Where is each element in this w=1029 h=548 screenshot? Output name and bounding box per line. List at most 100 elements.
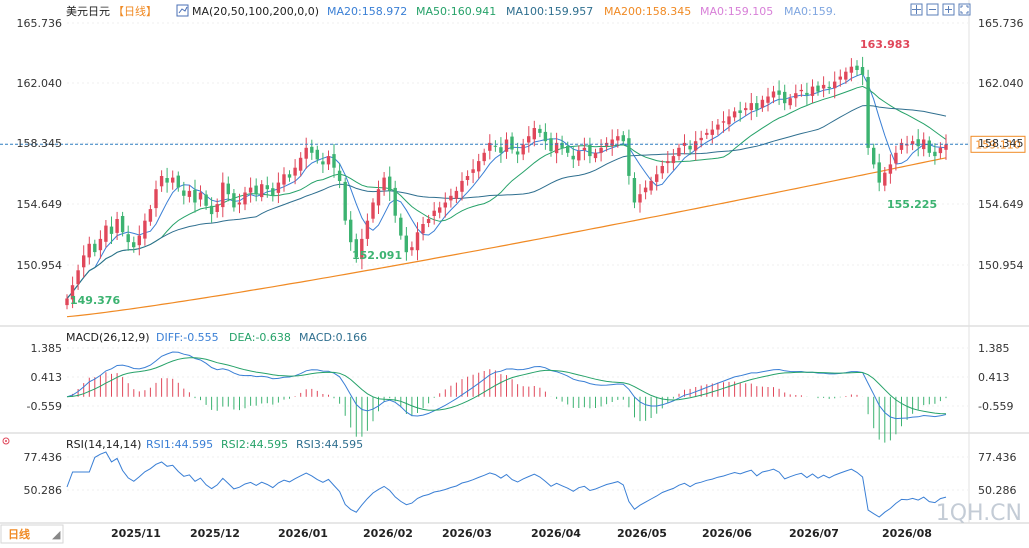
candle-body bbox=[688, 145, 692, 150]
fullscreen-icon[interactable] bbox=[958, 3, 971, 16]
date-label: 2026/06 bbox=[702, 527, 752, 540]
candle-body bbox=[627, 138, 631, 176]
candle-body bbox=[621, 135, 625, 142]
macd-tick-right: -0.559 bbox=[978, 400, 1013, 413]
date-label: 2025/12 bbox=[190, 527, 240, 540]
candle-body bbox=[198, 192, 203, 200]
candle-body bbox=[744, 108, 748, 111]
candle-body bbox=[632, 178, 637, 203]
candle-body bbox=[65, 298, 69, 306]
candle-body bbox=[749, 103, 753, 111]
period-dropdown-icon[interactable]: ◢ bbox=[52, 528, 61, 541]
indicator-settings-icon[interactable] bbox=[176, 4, 189, 17]
candle-body bbox=[771, 91, 776, 98]
candle-body bbox=[109, 226, 114, 234]
symbol-title: 美元日元 bbox=[66, 5, 110, 18]
candle-body bbox=[482, 152, 486, 162]
macd-tick-left: 0.413 bbox=[31, 371, 63, 384]
price-tick-left: 158.345 bbox=[17, 137, 63, 150]
candlesticks bbox=[65, 56, 948, 310]
macd-tick-left: -0.559 bbox=[27, 400, 62, 413]
price-tick-left: 154.649 bbox=[17, 198, 63, 211]
candle-body bbox=[682, 142, 687, 146]
candle-body bbox=[693, 141, 698, 151]
candle-body bbox=[888, 164, 893, 174]
candle-body bbox=[237, 202, 242, 205]
date-label: 2026/02 bbox=[363, 527, 413, 540]
candle-body bbox=[872, 147, 876, 165]
candle-body bbox=[554, 142, 559, 154]
macd-value: MACD:0.166 bbox=[299, 331, 367, 344]
ma0-value-truncated: MA0:159. bbox=[784, 5, 836, 18]
rsi-panel bbox=[66, 451, 947, 518]
minus-icon[interactable] bbox=[926, 3, 939, 16]
candle-body bbox=[260, 184, 264, 198]
ma200-value: MA200:158.345 bbox=[604, 5, 691, 18]
candle-body bbox=[332, 154, 336, 168]
candle-body bbox=[910, 141, 915, 145]
candle-body bbox=[783, 91, 787, 104]
annotation-low: 152.091 bbox=[352, 249, 402, 262]
candle-body bbox=[243, 192, 247, 205]
candle-body bbox=[788, 98, 792, 106]
candle-body bbox=[738, 110, 742, 113]
candle-body bbox=[193, 189, 197, 203]
candle-body bbox=[399, 217, 403, 236]
grid bbox=[67, 22, 969, 491]
macd-tick-right: 0.413 bbox=[978, 371, 1010, 384]
candle-body bbox=[438, 207, 442, 213]
candle-body bbox=[760, 99, 765, 108]
rsi-line bbox=[66, 451, 947, 518]
candle-body bbox=[566, 145, 570, 153]
ma100-line bbox=[66, 104, 947, 299]
candle-body bbox=[271, 188, 275, 196]
candle-body bbox=[426, 219, 431, 223]
candle-body bbox=[655, 174, 659, 182]
annotation-high: 163.983 bbox=[860, 38, 910, 51]
candle-body bbox=[226, 183, 230, 195]
ma200-line bbox=[66, 157, 947, 318]
candle-body bbox=[254, 185, 258, 195]
candle-body bbox=[838, 76, 842, 80]
period-button[interactable] bbox=[0, 524, 64, 544]
candle-body bbox=[393, 187, 397, 216]
candle-body bbox=[76, 270, 80, 285]
candle-body bbox=[499, 147, 503, 153]
rsi-settings-icon[interactable] bbox=[2, 437, 10, 445]
candle-body bbox=[916, 139, 920, 147]
candle-body bbox=[171, 177, 175, 183]
plus-icon[interactable] bbox=[942, 3, 955, 16]
candle-body bbox=[70, 285, 75, 300]
current-price-value: 159.110 bbox=[975, 138, 1021, 151]
candle-body bbox=[699, 137, 703, 141]
candle-body bbox=[471, 169, 475, 173]
candle-body bbox=[799, 89, 803, 92]
candle-body bbox=[677, 147, 681, 157]
candle-body bbox=[388, 176, 392, 191]
candle-body bbox=[87, 243, 91, 258]
candle-body bbox=[560, 142, 564, 148]
price-tick-right: 165.736 bbox=[978, 17, 1024, 30]
candle-body bbox=[148, 209, 153, 222]
candle-body bbox=[159, 176, 164, 187]
crosshair-icon[interactable] bbox=[910, 3, 923, 16]
macd-tick-right: 1.385 bbox=[978, 342, 1010, 355]
annotation-low: 155.225 bbox=[887, 198, 937, 211]
candle-body bbox=[137, 235, 141, 246]
candle-body bbox=[521, 144, 525, 155]
candle-body bbox=[588, 144, 592, 157]
candle-body bbox=[104, 225, 108, 242]
candle-body bbox=[727, 116, 731, 125]
candle-body bbox=[493, 145, 498, 147]
candle-body bbox=[460, 180, 464, 192]
candle-body bbox=[571, 155, 575, 160]
candle-body bbox=[343, 181, 347, 221]
candle-body bbox=[365, 220, 370, 239]
candle-body bbox=[905, 144, 909, 146]
candle-body bbox=[143, 220, 147, 239]
date-label: 2026/05 bbox=[617, 527, 667, 540]
candle-body bbox=[477, 161, 481, 172]
macd-tick-left: 1.385 bbox=[31, 342, 63, 355]
